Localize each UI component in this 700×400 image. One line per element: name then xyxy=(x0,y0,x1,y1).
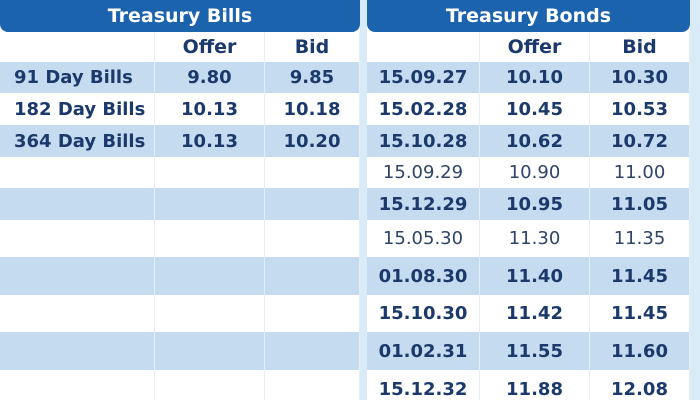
empty-cell xyxy=(265,157,360,188)
empty-cell xyxy=(0,157,155,188)
rate-cell: 10.53 xyxy=(590,93,690,125)
empty-cell xyxy=(0,332,155,370)
row-stripe xyxy=(0,62,360,93)
row-stripe xyxy=(0,257,360,295)
column-header: Bid xyxy=(265,32,360,62)
rate-cell: 10.18 xyxy=(265,93,360,125)
panel-title: Treasury Bills xyxy=(0,0,360,32)
row-label: 364 Day Bills xyxy=(0,125,155,157)
row-label: 15.05.30 xyxy=(367,220,480,257)
row-label: 91 Day Bills xyxy=(0,62,155,93)
column-header-blank xyxy=(367,32,480,62)
row-stripe xyxy=(367,188,690,220)
empty-cell xyxy=(0,220,155,257)
row-stripe xyxy=(0,188,360,220)
rate-cell: 11.45 xyxy=(590,257,690,295)
empty-cell xyxy=(155,220,265,257)
empty-cell xyxy=(265,257,360,295)
column-header: Offer xyxy=(155,32,265,62)
row-label: 15.12.32 xyxy=(367,370,480,400)
rate-cell: 11.05 xyxy=(590,188,690,220)
rate-cell: 10.30 xyxy=(590,62,690,93)
rate-cell: 10.13 xyxy=(155,93,265,125)
row-label: 15.02.28 xyxy=(367,93,480,125)
empty-cell xyxy=(0,188,155,220)
rate-cell: 10.45 xyxy=(480,93,590,125)
rate-cell: 10.95 xyxy=(480,188,590,220)
row-label: 01.02.31 xyxy=(367,332,480,370)
empty-cell xyxy=(0,295,155,332)
empty-cell xyxy=(265,295,360,332)
rate-cell: 11.35 xyxy=(590,220,690,257)
empty-cell xyxy=(155,157,265,188)
rate-cell: 10.20 xyxy=(265,125,360,157)
column-header-blank xyxy=(0,32,155,62)
empty-cell xyxy=(265,332,360,370)
rate-cell: 9.80 xyxy=(155,62,265,93)
row-stripe xyxy=(0,125,360,157)
row-stripe xyxy=(0,332,360,370)
row-stripe xyxy=(367,125,690,157)
rate-cell: 11.60 xyxy=(590,332,690,370)
rate-cell: 10.10 xyxy=(480,62,590,93)
row-stripe xyxy=(367,62,690,93)
row-stripe xyxy=(367,257,690,295)
empty-cell xyxy=(0,257,155,295)
row-label: 01.08.30 xyxy=(367,257,480,295)
row-label: 15.10.30 xyxy=(367,295,480,332)
empty-cell xyxy=(0,370,155,400)
row-label: 15.09.27 xyxy=(367,62,480,93)
row-label: 182 Day Bills xyxy=(0,93,155,125)
rate-cell: 11.88 xyxy=(480,370,590,400)
empty-cell xyxy=(155,295,265,332)
empty-cell xyxy=(155,188,265,220)
rate-cell: 10.90 xyxy=(480,157,590,188)
row-label: 15.12.29 xyxy=(367,188,480,220)
empty-cell xyxy=(265,370,360,400)
empty-cell xyxy=(265,188,360,220)
column-header: Bid xyxy=(590,32,690,62)
rate-cell: 10.62 xyxy=(480,125,590,157)
rate-cell: 11.55 xyxy=(480,332,590,370)
rate-cell: 10.13 xyxy=(155,125,265,157)
rate-cell: 11.42 xyxy=(480,295,590,332)
empty-cell xyxy=(265,220,360,257)
rate-cell: 10.72 xyxy=(590,125,690,157)
rate-cell: 12.08 xyxy=(590,370,690,400)
empty-cell xyxy=(155,257,265,295)
row-stripe xyxy=(367,332,690,370)
rate-cell: 11.40 xyxy=(480,257,590,295)
column-header: Offer xyxy=(480,32,590,62)
rate-cell: 9.85 xyxy=(265,62,360,93)
row-label: 15.10.28 xyxy=(367,125,480,157)
bonds-panel: Treasury Bonds Offer Bid 15.09.27 10.10 10.3… xyxy=(367,0,690,400)
rate-cell: 11.00 xyxy=(590,157,690,188)
empty-cell xyxy=(155,332,265,370)
rate-cell: 11.45 xyxy=(590,295,690,332)
rate-cell: 11.30 xyxy=(480,220,590,257)
bills-panel: Treasury Bills Offer Bid 91 Day Bills 9.80 9… xyxy=(0,0,360,400)
row-label: 15.09.29 xyxy=(367,157,480,188)
panel-title: Treasury Bonds xyxy=(367,0,690,32)
empty-cell xyxy=(155,370,265,400)
